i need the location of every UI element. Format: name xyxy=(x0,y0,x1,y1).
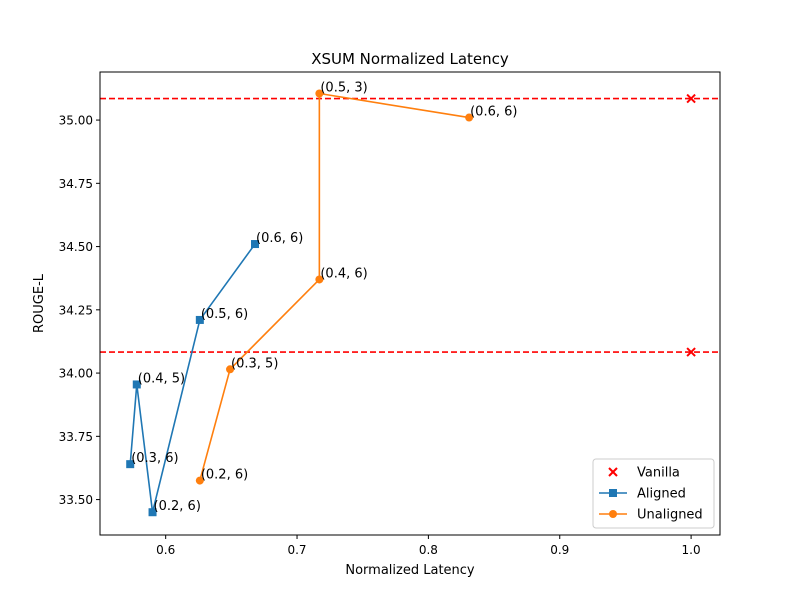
data-point xyxy=(195,476,204,485)
series-aligned: (0.6, 6) (0.5, 6) (0.2, 6) (0.4, 5) (0.3, 6) xyxy=(126,231,303,517)
y-tick-label: 33.50 xyxy=(59,493,93,507)
legend: Vanilla Aligned Unaligned xyxy=(592,458,715,529)
point-label: (0.6, 6) xyxy=(256,231,303,246)
y-tick-label: 34.75 xyxy=(59,177,93,191)
x-tick-label: 0.6 xyxy=(156,543,175,557)
legend-marker xyxy=(609,489,617,497)
y-tick-label: 35.00 xyxy=(59,114,93,128)
data-point xyxy=(315,275,324,284)
legend-label: Unaligned xyxy=(637,508,703,523)
point-label: (0.3, 5) xyxy=(231,356,278,371)
data-point xyxy=(148,508,157,517)
plot-frame xyxy=(99,71,721,536)
point-label: (0.4, 6) xyxy=(320,266,367,281)
legend-marker xyxy=(608,467,618,477)
y-tick-label: 34.00 xyxy=(59,367,93,381)
point-label: (0.2, 6) xyxy=(154,499,201,514)
point-label: (0.5, 6) xyxy=(201,307,248,322)
legend-label: Vanilla xyxy=(637,466,680,481)
legend-marker xyxy=(609,510,617,518)
data-point xyxy=(686,347,696,357)
series-vanilla xyxy=(686,93,696,357)
legend-item-unaligned: Unaligned xyxy=(599,508,703,523)
x-tick-label: 0.7 xyxy=(287,543,306,557)
data-point xyxy=(465,113,474,122)
point-label: (0.4, 5) xyxy=(138,371,185,386)
data-point xyxy=(226,365,235,374)
x-tick-label: 0.8 xyxy=(419,543,438,557)
data-point xyxy=(251,240,259,249)
y-tick-label: 33.75 xyxy=(59,430,93,444)
point-label: (0.6, 6) xyxy=(470,105,517,120)
data-point xyxy=(195,315,204,324)
series-unaligned: (0.6, 6) (0.5, 3) (0.4, 6) (0.3, 5) (0.2, 6) xyxy=(195,81,517,485)
legend-item-vanilla: Vanilla xyxy=(608,466,680,481)
point-label: (0.5, 3) xyxy=(320,81,367,96)
plot-area: (0.6, 6) (0.5, 6) (0.2, 6) (0.4, 5) (0.3, 6)… xyxy=(100,81,720,517)
legend-item-aligned: Aligned xyxy=(599,487,686,502)
legend-box xyxy=(592,458,715,529)
x-tick-label: 0.9 xyxy=(550,543,569,557)
data-point xyxy=(686,93,696,104)
data-point xyxy=(132,380,141,389)
data-point xyxy=(126,460,135,469)
legend-label: Aligned xyxy=(637,487,686,502)
point-label: (0.2, 6) xyxy=(201,468,248,483)
x-tick-label: 1.0 xyxy=(682,543,701,557)
x-axis-label: Normalized Latency xyxy=(345,563,475,578)
y-tick-label: 34.25 xyxy=(59,303,93,317)
data-point xyxy=(315,89,324,98)
y-axis-label: ROUGE-L xyxy=(32,273,47,333)
point-label: (0.3, 6) xyxy=(131,451,178,466)
chart-title: XSUM Normalized Latency xyxy=(311,50,509,68)
axis-ticks: 0.6 0.7 0.8 0.9 1.0 33.50 33.75 34.00 34.25 34.50… xyxy=(59,114,701,557)
y-tick-label: 34.50 xyxy=(59,240,93,254)
